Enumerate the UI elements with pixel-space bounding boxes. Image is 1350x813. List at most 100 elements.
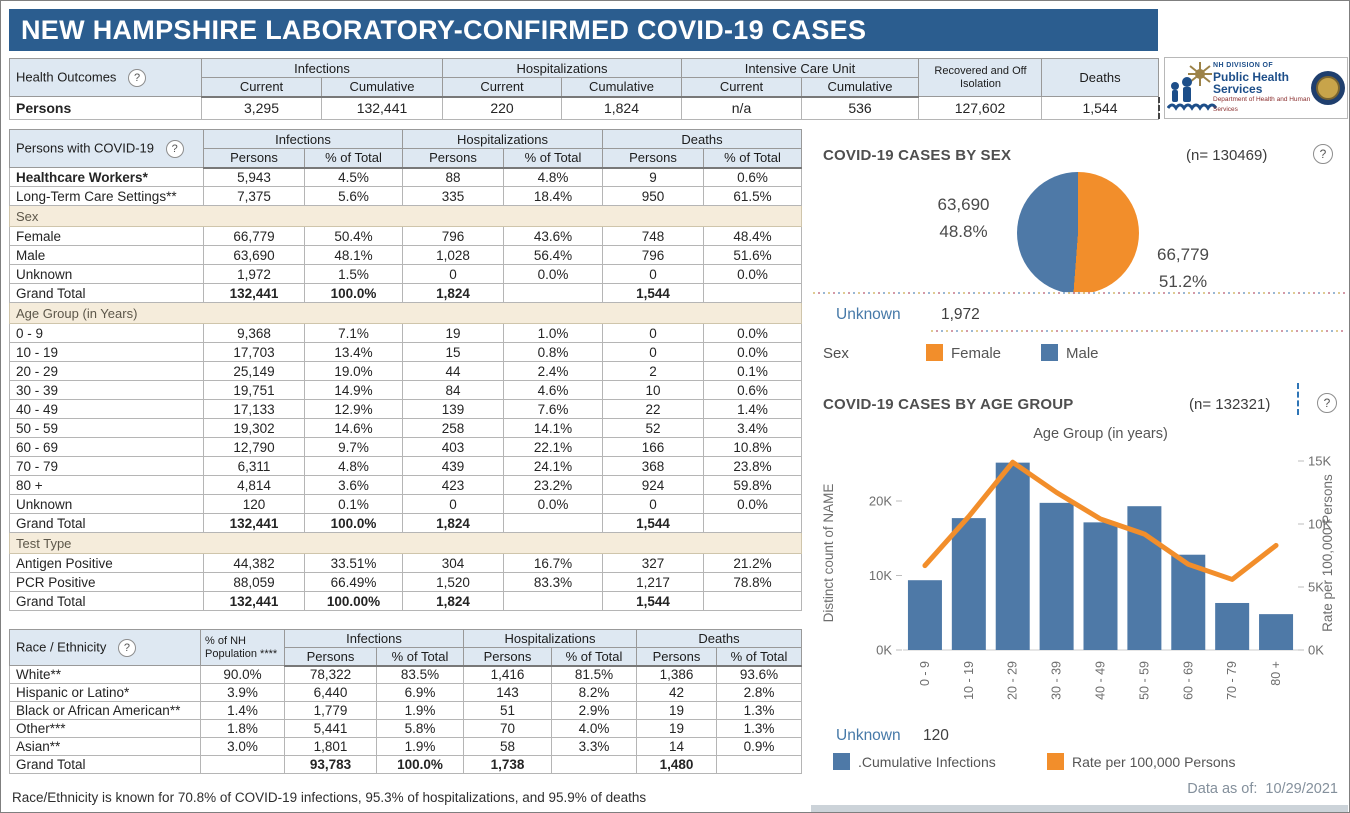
- subcol-pct: % of Total: [703, 148, 802, 169]
- table-row: Long-Term Care Settings** 7,375 5.6% 335 18.…: [9, 186, 802, 206]
- help-icon[interactable]: ?: [1317, 393, 1337, 413]
- table-row: 60 - 69 12,790 9.7% 403 22.1% 166 10.8%: [9, 437, 802, 457]
- age-bar-0-9[interactable]: [907, 580, 942, 650]
- race-table-label: Race / Ethnicity: [16, 638, 107, 654]
- svg-text:30 - 39: 30 - 39: [1050, 661, 1064, 700]
- cell: 78.8%: [703, 572, 802, 592]
- cell: 33.51%: [304, 553, 403, 573]
- age-bar-20-29[interactable]: [995, 462, 1030, 650]
- row-label: Grand Total: [9, 591, 204, 611]
- cell: 0.6%: [703, 167, 802, 187]
- cell: 1,544: [602, 513, 704, 533]
- svg-text:0 - 9: 0 - 9: [918, 661, 932, 686]
- cell: 66,779: [203, 226, 305, 246]
- legend-male[interactable]: Male: [1066, 345, 1099, 362]
- row-label: 60 - 69: [9, 437, 204, 457]
- sex-legend-title: Sex: [823, 345, 849, 362]
- cell: 6,440: [284, 683, 377, 702]
- col-recovered: Recovered and Off Isolation: [918, 58, 1042, 97]
- cell: 51: [463, 701, 552, 720]
- subcol-current: Current: [201, 77, 322, 98]
- cell: 1,028: [402, 245, 504, 265]
- svg-text:40 - 49: 40 - 49: [1094, 661, 1108, 700]
- cell: 0: [402, 494, 504, 514]
- cell: 1,520: [402, 572, 504, 592]
- age-unknown-label[interactable]: Unknown: [836, 727, 901, 744]
- table-row: Other*** 1.8% 5,441 5.8% 70 4.0% 19 1.3%: [9, 719, 802, 738]
- cell: 9,368: [203, 323, 305, 343]
- table-row: 40 - 49 17,133 12.9% 139 7.6% 22 1.4%: [9, 399, 802, 419]
- cell: 14: [636, 737, 717, 756]
- male-swatch[interactable]: [1041, 344, 1058, 361]
- logo-text: NH DIVISION OF Public Health Services De…: [1213, 61, 1311, 115]
- cell: 3.6%: [304, 475, 403, 495]
- cell: 166: [602, 437, 704, 457]
- age-bar-chart[interactable]: Age Group (in years) 0K 10K 20K 0K 5K 10K 15K 0 …: [811, 421, 1348, 739]
- infections-swatch[interactable]: [833, 753, 850, 770]
- section-band-label: Sex: [9, 205, 802, 227]
- cell: 796: [602, 245, 704, 265]
- sex-pie-chart[interactable]: [1017, 172, 1139, 294]
- cell: 9: [602, 167, 704, 187]
- cell: 1,544: [602, 591, 704, 611]
- cell: 16.7%: [503, 553, 603, 573]
- cell: [503, 283, 603, 303]
- table-row: 80 +4,814 3.6% 423 23.2% 924 59.8%: [9, 475, 802, 495]
- data-as-of-value: 10/29/2021: [1265, 781, 1338, 797]
- cell: 14.1%: [503, 418, 603, 438]
- help-icon[interactable]: ?: [117, 638, 136, 657]
- cell: 90.0%: [200, 665, 285, 684]
- age-unknown-value: 120: [923, 727, 949, 744]
- cell: 5.8%: [376, 719, 464, 738]
- help-icon[interactable]: ?: [128, 68, 147, 87]
- row-label: Female: [9, 226, 204, 246]
- cell: 5,441: [284, 719, 377, 738]
- cell: 81.5%: [551, 665, 637, 684]
- cell: 63,690: [203, 245, 305, 265]
- col-group-hospitalizations: Hospitalizations: [402, 129, 603, 149]
- age-bar-40-49[interactable]: [1083, 522, 1118, 650]
- cell: 536: [801, 96, 919, 120]
- row-label: Long-Term Care Settings**: [9, 186, 204, 206]
- help-icon[interactable]: ?: [165, 139, 184, 158]
- table-row: Grand Total 93,783 100.0% 1,738 1,480: [9, 755, 802, 774]
- legend-cumulative-infections[interactable]: .Cumulative Infections: [858, 754, 996, 770]
- bottom-scroll-strip[interactable]: [811, 805, 1348, 812]
- help-icon[interactable]: ?: [1313, 144, 1333, 164]
- cell: 6,311: [203, 456, 305, 476]
- col-nh-population: % of NH Population ****: [200, 629, 285, 666]
- cell: 2.4%: [503, 361, 603, 381]
- male-value: 63,690: [937, 195, 990, 214]
- legend-female[interactable]: Female: [951, 345, 1002, 362]
- age-bar-30-39[interactable]: [1039, 502, 1074, 650]
- cell: 0.0%: [703, 264, 802, 284]
- rate-swatch[interactable]: [1047, 753, 1064, 770]
- table-row: Grand Total 132,441 100.0% 1,824 1,544: [9, 513, 802, 533]
- cell: 22.1%: [503, 437, 603, 457]
- sex-unknown-label[interactable]: Unknown: [836, 306, 901, 323]
- cell: 220: [442, 96, 562, 120]
- age-bar-10-19[interactable]: [951, 518, 986, 650]
- age-bar-70-79[interactable]: [1215, 602, 1250, 650]
- svg-text:50 - 59: 50 - 59: [1137, 661, 1151, 700]
- cell: 439: [402, 456, 504, 476]
- subcol-persons: Persons: [636, 647, 717, 667]
- race-ethnicity-footnote: Race/Ethnicity is known for 70.8% of COV…: [12, 790, 647, 805]
- cell: 43.6%: [503, 226, 603, 246]
- cell: 14.6%: [304, 418, 403, 438]
- row-label: Unknown: [9, 264, 204, 284]
- legend-rate[interactable]: Rate per 100,000 Persons: [1072, 754, 1236, 770]
- female-swatch[interactable]: [926, 344, 943, 361]
- col-group-hospitalizations: Hospitalizations: [442, 58, 682, 78]
- pie-label-female: 66,779 51.2%: [1135, 241, 1231, 295]
- rate-line[interactable]: [922, 459, 1279, 582]
- subcol-pct: % of Total: [551, 647, 637, 667]
- col-group-icu: Intensive Care Unit: [681, 58, 919, 78]
- persons-table-header: Persons with COVID-19 ?: [9, 129, 204, 168]
- age-bar-80+[interactable]: [1259, 614, 1294, 650]
- cell: 950: [602, 186, 704, 206]
- svg-text:0K: 0K: [1308, 643, 1324, 658]
- cell: 19: [402, 323, 504, 343]
- cell: 93,783: [284, 755, 377, 774]
- cell: 19.0%: [304, 361, 403, 381]
